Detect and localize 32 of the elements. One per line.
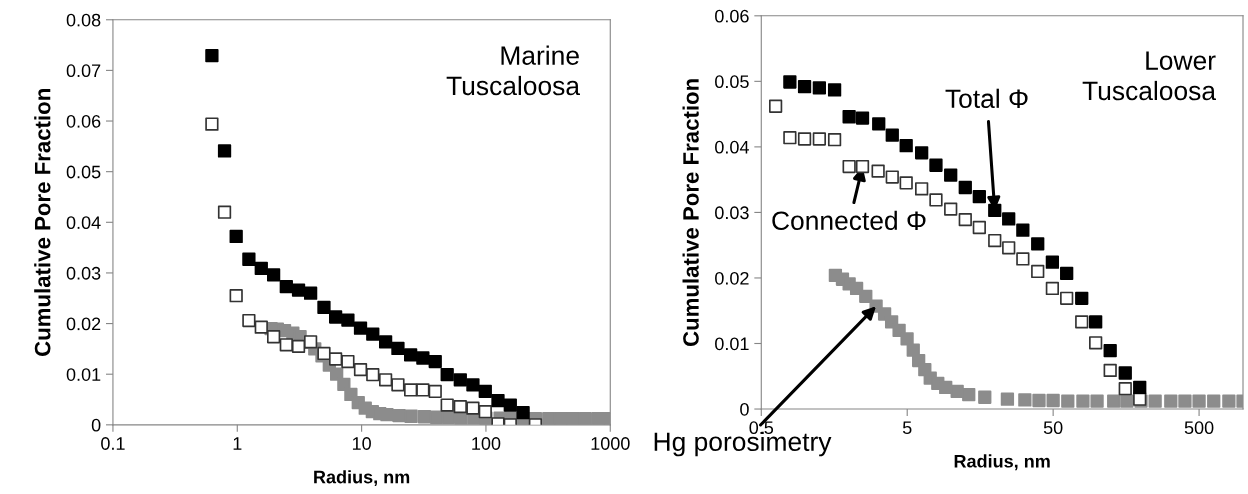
x-axis-title: Radius, nm [314, 470, 410, 487]
x-tick-label: 1000 [591, 437, 630, 450]
y-tick-label: 0.06 [715, 9, 749, 23]
x-tick-label: 500 [1184, 421, 1214, 435]
x-tick-label: 5 [902, 421, 912, 435]
y-tick-label: 0 [91, 418, 101, 432]
y-tick-label: 0.06 [66, 114, 101, 128]
annotation: Lower Tuscaloosa [1082, 51, 1217, 101]
x-axis-title: Radius, nm [954, 454, 1050, 471]
x-tick-label: 50 [1043, 421, 1063, 435]
y-tick-label: 0.05 [66, 165, 101, 179]
annotation: Total Φ [945, 88, 1028, 109]
y-tick-label: 0 [740, 402, 749, 416]
annotation: Marine Tuscaloosa [446, 45, 581, 96]
y-tick-label: 0.03 [715, 206, 749, 220]
y-tick-label: 0.04 [66, 216, 101, 230]
y-tick-label: 0.02 [715, 271, 749, 285]
y-tick-label: 0.01 [66, 368, 101, 381]
y-tick-label: 0.08 [66, 13, 101, 27]
y-tick-label: 0.07 [66, 64, 101, 78]
y-tick-label: 0.01 [715, 337, 749, 351]
annotation: Connected Φ [772, 210, 926, 231]
x-tick-label: 100 [472, 437, 501, 450]
x-tick-label: 1 [233, 437, 242, 450]
y-axis-title: Cumulative Pore Fraction [682, 79, 699, 347]
y-tick-label: 0.04 [715, 140, 749, 154]
x-tick-label: 0.1 [101, 437, 125, 450]
y-axis-title: Cumulative Pore Fraction [34, 89, 51, 356]
y-tick-label: 0.03 [66, 266, 101, 280]
y-tick-label: 0.02 [66, 317, 101, 331]
y-tick-label: 0.05 [715, 75, 749, 89]
x-tick-label: 10 [352, 437, 371, 450]
